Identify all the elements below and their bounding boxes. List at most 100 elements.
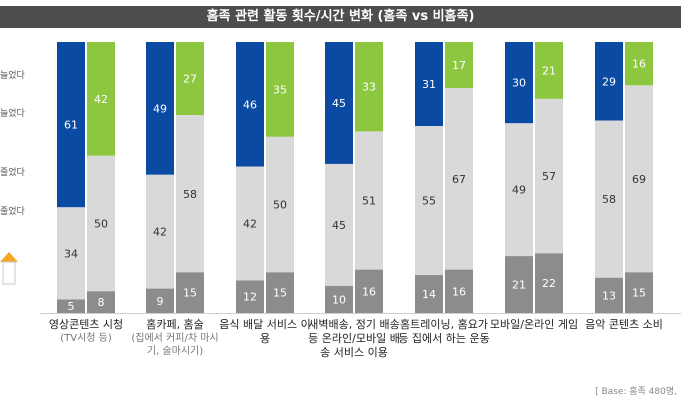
bar-label-homejok-middle-2: 42 bbox=[243, 218, 257, 231]
bar-homejok-bottom-4 bbox=[415, 275, 443, 313]
bar-homejok-top-2 bbox=[236, 42, 264, 167]
bar-homejok-middle-6 bbox=[595, 120, 623, 278]
bar-homejok-top-1 bbox=[146, 42, 174, 175]
bar-homejok-top-3 bbox=[325, 42, 353, 164]
bar-label-homejok-top-0: 61 bbox=[64, 119, 78, 132]
bar-label-homejok-bottom-1: 9 bbox=[157, 295, 164, 308]
category-label-text-1: 홈카페, 홈술 bbox=[146, 318, 204, 331]
bar-nonhomejok-bottom-5 bbox=[535, 253, 563, 313]
bar-nonhomejok-top-2 bbox=[266, 42, 294, 137]
bar-homejok-middle-5 bbox=[505, 123, 533, 257]
bar-nonhomejok-top-1 bbox=[176, 42, 204, 116]
bar-nonhomejok-bottom-2 bbox=[266, 272, 294, 313]
bar-label-homejok-top-3: 45 bbox=[332, 97, 346, 110]
bar-homejok-top-0 bbox=[57, 42, 85, 208]
category-label-text-4: 홈트레이닝, 홈요가 등 집에서 하는 운동 bbox=[398, 318, 490, 345]
title-bar bbox=[0, 6, 681, 28]
bar-nonhomejok-middle-4 bbox=[445, 88, 473, 270]
bar-label-homejok-bottom-3: 10 bbox=[332, 293, 346, 306]
bar-nonhomejok-top-6 bbox=[625, 42, 653, 86]
bar-homejok-bottom-0 bbox=[57, 299, 85, 313]
bar-nonhomejok-top-0 bbox=[87, 42, 115, 156]
category-label-6: 음악 콘텐츠 소비 bbox=[576, 318, 672, 332]
bar-label-homejok-bottom-6: 13 bbox=[602, 289, 616, 302]
bar-label-nonhomejok-top-1: 27 bbox=[183, 73, 197, 86]
category-label-text-5: 모바일/온라인 게임 bbox=[489, 318, 579, 331]
base-note: [ Base: 홈족 480명, bbox=[595, 387, 677, 397]
bar-label-nonhomejok-bottom-3: 16 bbox=[362, 285, 376, 298]
bar-label-homejok-middle-5: 49 bbox=[512, 184, 526, 197]
bar-label-nonhomejok-top-6: 16 bbox=[632, 58, 646, 71]
legend-fragment-4: 줄었다 bbox=[0, 207, 25, 217]
bar-label-nonhomejok-top-5: 21 bbox=[542, 64, 556, 77]
bar-nonhomejok-bottom-4 bbox=[445, 269, 473, 313]
bar-nonhomejok-bottom-6 bbox=[625, 272, 653, 313]
bar-nonhomejok-middle-6 bbox=[625, 85, 653, 273]
bar-nonhomejok-top-4 bbox=[445, 42, 473, 89]
bar-nonhomejok-middle-2 bbox=[266, 136, 294, 273]
bar-homejok-bottom-2 bbox=[236, 280, 264, 313]
bar-homejok-middle-0 bbox=[57, 207, 85, 300]
bar-label-nonhomejok-bottom-4: 16 bbox=[452, 285, 466, 298]
bar-label-nonhomejok-top-0: 42 bbox=[94, 93, 108, 106]
bar-homejok-top-6 bbox=[595, 42, 623, 121]
bar-homejok-middle-4 bbox=[415, 126, 443, 276]
bar-homejok-top-4 bbox=[415, 42, 443, 127]
bar-homejok-bottom-6 bbox=[595, 277, 623, 313]
bar-homejok-middle-1 bbox=[146, 174, 174, 289]
bar-label-homejok-middle-4: 55 bbox=[422, 195, 436, 208]
legend-fragment-2: 늘었다 bbox=[0, 109, 25, 119]
category-label-4: 홈트레이닝, 홈요가 등 집에서 하는 운동 bbox=[396, 318, 492, 346]
bar-label-homejok-middle-1: 42 bbox=[153, 226, 167, 239]
bar-nonhomejok-middle-1 bbox=[176, 115, 204, 273]
bar-label-nonhomejok-middle-3: 51 bbox=[362, 195, 376, 208]
bar-homejok-bottom-3 bbox=[325, 285, 353, 313]
chart-title: 홈족 관련 활동 횟수/시간 변화 (홈족 vs 비홈족) bbox=[206, 9, 475, 24]
bar-label-nonhomejok-bottom-1: 15 bbox=[183, 287, 197, 300]
category-label-text-3: 새벽배송, 정기 배송 등 온라인/모바일 배송 서비스 이용 bbox=[308, 318, 400, 359]
category-label-3: 새벽배송, 정기 배송 등 온라인/모바일 배송 서비스 이용 bbox=[306, 318, 402, 360]
bar-label-nonhomejok-middle-5: 57 bbox=[542, 170, 556, 183]
category-label-2: 음식 배달 서비스 이용 bbox=[217, 318, 313, 346]
legend-fragment-1: 늘었다 bbox=[0, 71, 25, 81]
bar-label-homejok-bottom-4: 14 bbox=[422, 288, 436, 301]
bar-label-nonhomejok-top-3: 33 bbox=[362, 81, 376, 94]
bar-nonhomejok-bottom-1 bbox=[176, 272, 204, 313]
bar-nonhomejok-bottom-0 bbox=[87, 291, 115, 313]
bar-label-nonhomejok-middle-0: 50 bbox=[94, 218, 108, 231]
bar-homejok-top-5 bbox=[505, 42, 533, 124]
bar-label-nonhomejok-top-2: 35 bbox=[273, 83, 287, 96]
bar-label-homejok-bottom-2: 12 bbox=[243, 291, 257, 304]
bar-label-nonhomejok-middle-1: 58 bbox=[183, 188, 197, 201]
bar-label-homejok-bottom-5: 21 bbox=[512, 279, 526, 292]
category-label-text-6: 음악 콘텐츠 소비 bbox=[585, 318, 663, 331]
bar-label-nonhomejok-middle-6: 69 bbox=[632, 173, 646, 186]
bar-label-homejok-middle-3: 45 bbox=[332, 219, 346, 232]
bar-label-homejok-top-1: 49 bbox=[153, 102, 167, 115]
bar-label-homejok-top-5: 30 bbox=[512, 77, 526, 90]
bar-label-homejok-top-6: 29 bbox=[602, 75, 616, 88]
bar-nonhomejok-top-3 bbox=[355, 42, 383, 132]
bar-nonhomejok-middle-0 bbox=[87, 155, 115, 292]
category-label-5: 모바일/온라인 게임 bbox=[486, 318, 582, 332]
bar-label-homejok-middle-6: 58 bbox=[602, 193, 616, 206]
bar-label-nonhomejok-middle-4: 67 bbox=[452, 173, 466, 186]
bar-homejok-bottom-5 bbox=[505, 256, 533, 313]
bar-label-nonhomejok-bottom-0: 8 bbox=[98, 296, 105, 309]
category-label-1: 홈카페, 홈술 (집에서 커피/차 마시기, 술마시기) bbox=[127, 318, 223, 358]
category-label-0: 영상콘텐츠 시청 (TV시청 등) bbox=[38, 318, 134, 345]
bar-nonhomejok-bottom-3 bbox=[355, 269, 383, 313]
bar-homejok-bottom-1 bbox=[146, 288, 174, 313]
bar-label-nonhomejok-middle-2: 50 bbox=[273, 199, 287, 212]
bar-label-nonhomejok-bottom-6: 15 bbox=[632, 287, 646, 300]
bar-nonhomejok-top-5 bbox=[535, 42, 563, 99]
bar-label-homejok-top-4: 31 bbox=[422, 78, 436, 91]
bar-label-homejok-middle-0: 34 bbox=[64, 247, 78, 260]
bar-homejok-middle-3 bbox=[325, 163, 353, 286]
bar-label-nonhomejok-bottom-2: 15 bbox=[273, 287, 287, 300]
bar-label-nonhomejok-bottom-5: 22 bbox=[542, 277, 556, 290]
category-sublabel-1: (집에서 커피/차 마시기, 술마시기) bbox=[131, 333, 219, 357]
legend-fragment-3: 줄었다 bbox=[0, 168, 25, 178]
